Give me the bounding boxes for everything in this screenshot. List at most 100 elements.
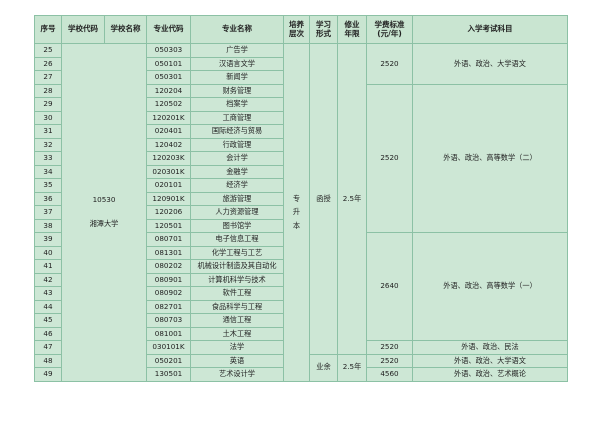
exam-subjects-cell: 外语、政治、大学语文 (412, 353, 568, 368)
major-name-cell: 电子信息工程 (190, 232, 284, 247)
seq-cell: 28 (34, 83, 62, 98)
major-name-cell: 国际经济与贸易 (190, 124, 284, 139)
seq-cell: 38 (34, 218, 62, 233)
seq-cell: 49 (34, 367, 62, 382)
seq-cell: 34 (34, 164, 62, 179)
major-name-cell: 人力资源管理 (190, 205, 284, 220)
seq-cell: 41 (34, 259, 62, 274)
seq-cell: 27 (34, 70, 62, 85)
seq-cell: 45 (34, 313, 62, 328)
major-name-cell: 行政管理 (190, 137, 284, 152)
fee-cell: 4560 (366, 367, 413, 382)
duration-cell: 2.5年 (337, 353, 367, 382)
header-major-code: 专业代码 (146, 15, 191, 44)
major-code-cell: 050201 (146, 353, 191, 368)
table-row: 49 130501 艺术设计学 4560 外语、政治、艺术概论 (34, 367, 568, 382)
table-row: 46 081001 土木工程 (34, 326, 568, 341)
table-row: 37 120206 人力资源管理 (34, 205, 568, 220)
table-row: 39 080701 电子信息工程 2640 外语、政治、高等数学（一） (34, 232, 568, 341)
seq-cell: 32 (34, 137, 62, 152)
major-name-cell: 食品科学与工程 (190, 299, 284, 314)
table-row: 44 082701 食品科学与工程 (34, 299, 568, 314)
table-row: 36 120901K 旅游管理 (34, 191, 568, 206)
header-fee: 学费标准 (元/年) (366, 15, 413, 44)
table-row: 28 120204 财务管理 2520 外语、政治、高等数学（二） (34, 83, 568, 233)
major-name-cell: 工商管理 (190, 110, 284, 125)
level-char: 专 (292, 193, 301, 203)
header-level: 培养 层次 (283, 15, 310, 44)
level-cell: 专升本 (283, 43, 310, 382)
seq-cell: 37 (34, 205, 62, 220)
major-name-cell: 艺术设计学 (190, 367, 284, 382)
table-row: 27 050301 新闻学 (34, 70, 568, 85)
table-row: 43 080902 软件工程 (34, 286, 568, 301)
header-duration-l1: 修业 (344, 19, 360, 29)
table-row: 42 080901 计算机科学与技术 (34, 272, 568, 287)
major-code-cell: 080202 (146, 259, 191, 274)
major-code-cell: 120204 (146, 83, 191, 98)
major-code-cell: 120206 (146, 205, 191, 220)
seq-cell: 39 (34, 232, 62, 247)
major-code-cell: 120203K (146, 151, 191, 166)
major-name-cell: 会计学 (190, 151, 284, 166)
table-row: 40 081301 化学工程与工艺 (34, 245, 568, 260)
fee-cell: 2520 (366, 43, 413, 85)
fee-cell: 2640 (366, 232, 413, 341)
major-name-cell: 旅游管理 (190, 191, 284, 206)
major-code-cell: 130501 (146, 367, 191, 382)
exam-subjects-cell: 外语、政治、民法 (412, 340, 568, 355)
major-code-cell: 030101K (146, 340, 191, 355)
header-seq: 序号 (34, 15, 62, 44)
major-code-cell: 020301K (146, 164, 191, 179)
major-name-cell: 金融学 (190, 164, 284, 179)
table-row: 25 10530 湘潭大学 050303 广告学专升本函授 2.5年 2520 外语、政治、大… (34, 43, 568, 382)
major-code-cell: 080703 (146, 313, 191, 328)
major-code-cell: 020401 (146, 124, 191, 139)
major-name-cell: 财务管理 (190, 83, 284, 98)
table-row: 47 030101K 法学 2520 外语、政治、民法 (34, 340, 568, 355)
major-code-cell: 082701 (146, 299, 191, 314)
major-name-cell: 通信工程 (190, 313, 284, 328)
header-level-l1: 培养 (289, 19, 304, 29)
study-form-cell: 函授 (309, 43, 338, 355)
table-row: 41 080202 机械设计制造及其自动化 (34, 259, 568, 274)
school-name: 湘潭大学 (89, 219, 119, 229)
major-name-cell: 汉语言文学 (190, 56, 284, 71)
header-duration: 修业 年限 (337, 15, 367, 44)
major-code-cell: 120501 (146, 218, 191, 233)
header-school-name: 学校名称 (104, 15, 147, 44)
table-row: 30 120201K 工商管理 (34, 110, 568, 125)
seq-cell: 48 (34, 353, 62, 368)
header-fee-l2: (元/年) (377, 28, 402, 38)
major-name-cell: 档案学 (190, 97, 284, 112)
major-name-cell: 新闻学 (190, 70, 284, 85)
seq-cell: 44 (34, 299, 62, 314)
major-code-cell: 020101 (146, 178, 191, 193)
header-level-l2: 层次 (289, 28, 304, 38)
seq-cell: 31 (34, 124, 62, 139)
seq-cell: 46 (34, 326, 62, 341)
header-major-name: 专业名称 (190, 15, 284, 44)
duration-cell: 2.5年 (337, 43, 367, 355)
header-fee-l1: 学费标准 (374, 19, 405, 29)
major-code-cell: 120402 (146, 137, 191, 152)
major-name-cell: 机械设计制造及其自动化 (190, 259, 284, 274)
table-row: 32 120402 行政管理 (34, 137, 568, 152)
major-code-cell: 080901 (146, 272, 191, 287)
seq-cell: 43 (34, 286, 62, 301)
level-char: 升 (292, 207, 301, 217)
major-code-cell: 050101 (146, 56, 191, 71)
major-code-cell: 050303 (146, 43, 191, 58)
exam-subjects-cell: 外语、政治、高等数学（一） (412, 232, 568, 341)
major-name-cell: 经济学 (190, 178, 284, 193)
header-school-code: 学校代码 (61, 15, 105, 44)
major-code-cell: 120901K (146, 191, 191, 206)
major-code-cell: 120502 (146, 97, 191, 112)
major-name-cell: 软件工程 (190, 286, 284, 301)
seq-cell: 30 (34, 110, 62, 125)
major-code-cell: 081001 (146, 326, 191, 341)
seq-cell: 36 (34, 191, 62, 206)
table-row: 48 050201 英语 业余 2.5年 2520 外语、政治、大学语文 (34, 353, 568, 382)
major-code-cell: 050301 (146, 70, 191, 85)
school-cell: 10530 湘潭大学 (61, 43, 147, 382)
